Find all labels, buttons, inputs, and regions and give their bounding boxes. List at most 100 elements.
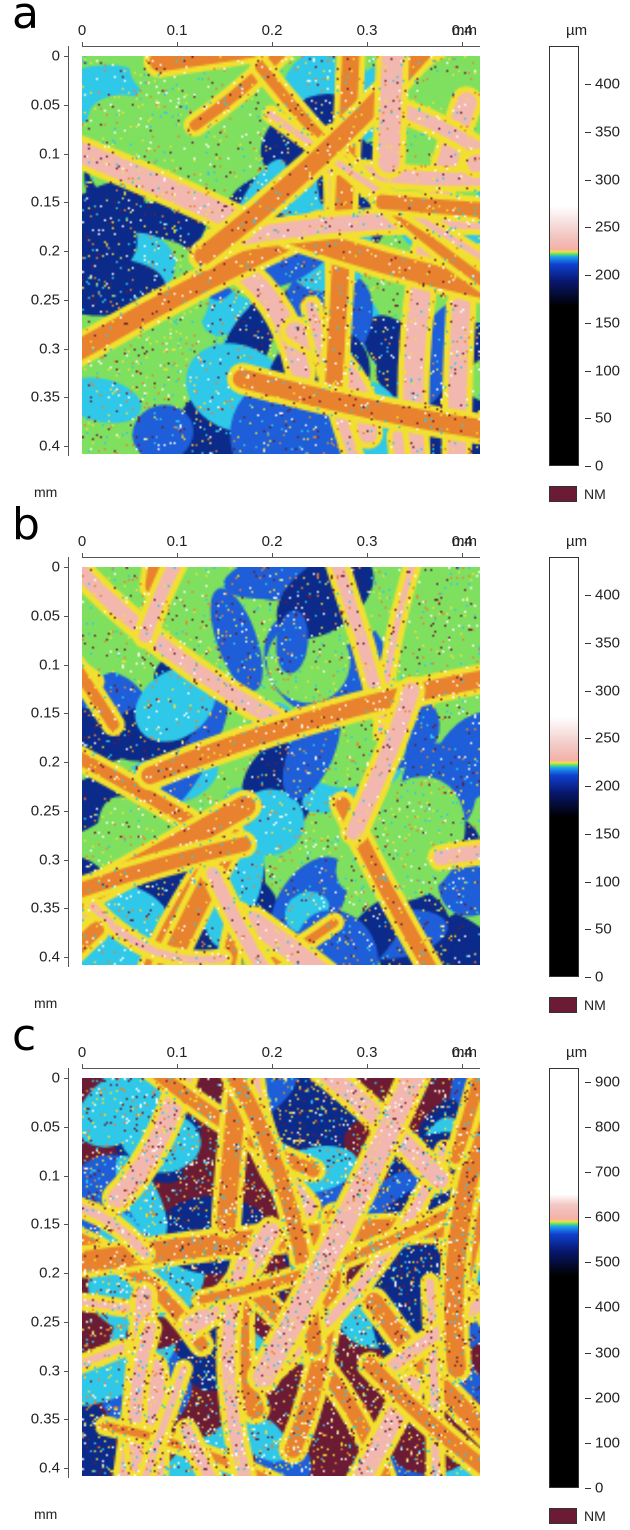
y-tick-mark <box>64 615 69 617</box>
colorbar-tick-mark <box>585 977 591 978</box>
colorbar-unit: µm <box>566 1044 588 1061</box>
colorbar-tick-label: 800 <box>595 1118 621 1136</box>
x-axis-unit: mm <box>452 533 477 550</box>
x-tick-mark <box>177 553 178 558</box>
y-axis-unit: mm <box>34 1506 58 1522</box>
x-tick-label: 0 <box>77 533 87 550</box>
y-tick-mark <box>64 1321 69 1323</box>
colorbar-tick-label: 350 <box>595 634 621 652</box>
y-tick-label: 0.1 <box>39 1167 60 1184</box>
colorbar-tick-mark <box>585 1081 591 1083</box>
nm-swatch <box>549 486 577 502</box>
colorbar-tick-label: 150 <box>595 314 621 332</box>
y-tick-mark <box>64 1224 69 1226</box>
colorbar <box>549 557 579 977</box>
colorbar-tick-mark <box>585 1171 591 1173</box>
y-tick-mark <box>64 104 69 106</box>
colorbar-tick-label: 200 <box>595 266 621 284</box>
colorbar-tick-label: 300 <box>595 682 621 700</box>
y-tick-label: 0.05 <box>30 1118 60 1136</box>
colorbar-unit: µm <box>566 533 588 550</box>
colorbar-tick-mark <box>585 786 591 788</box>
nm-swatch <box>549 1508 577 1524</box>
colorbar-tick-mark <box>585 1126 591 1128</box>
x-tick-label: 0 <box>77 1044 87 1061</box>
y-tick-mark <box>64 202 69 204</box>
x-tick-mark <box>367 42 368 47</box>
x-tick-label: 0.2 <box>261 533 283 550</box>
y-axis-unit: mm <box>34 484 58 500</box>
y-tick-mark <box>64 1175 69 1177</box>
colorbar-tick-label: 100 <box>595 1434 621 1452</box>
y-tick-label: 0 <box>51 47 60 65</box>
x-tick-mark <box>177 42 178 47</box>
x-tick-label: 0.4 <box>451 533 473 550</box>
y-tick-label: 0.3 <box>39 340 60 357</box>
x-axis <box>82 46 480 47</box>
y-tick-label: 0.35 <box>30 1410 60 1428</box>
x-tick-label: 0.3 <box>356 22 378 39</box>
colorbar <box>549 1068 579 1488</box>
height-map-image <box>82 1078 480 1476</box>
y-tick-label: 0.15 <box>30 1215 60 1233</box>
colorbar-tick-label: 400 <box>595 1298 621 1316</box>
y-tick-mark <box>64 1078 69 1079</box>
x-tick-mark <box>462 42 463 47</box>
x-tick-label: 0.3 <box>356 533 378 550</box>
x-tick-label: 0 <box>77 22 87 39</box>
height-map-panel: c mm mm µm NM 0 0.1 0.2 0.3 0.4 0 0.05 0.1 0.15 0… <box>0 1014 630 1530</box>
y-tick-mark <box>64 713 69 715</box>
x-tick-label: 0.2 <box>261 22 283 39</box>
colorbar-tick-mark <box>585 881 591 883</box>
colorbar-tick-label: 50 <box>595 920 612 938</box>
y-tick-label: 0.25 <box>30 802 60 820</box>
panel-letter: c <box>12 1010 37 1061</box>
colorbar-tick-label: 700 <box>595 1163 621 1181</box>
y-tick-mark <box>64 664 69 666</box>
panel-letter: a <box>12 0 39 39</box>
y-tick-label: 0.15 <box>30 704 60 722</box>
colorbar-tick-mark <box>585 131 591 133</box>
colorbar-tick-label: 100 <box>595 873 621 891</box>
x-tick-label: 0.2 <box>261 1044 283 1061</box>
colorbar-tick-mark <box>585 322 591 324</box>
colorbar-tick-mark <box>585 1488 591 1489</box>
y-tick-mark <box>64 1419 69 1421</box>
x-tick-mark <box>82 553 83 558</box>
colorbar-tick-label: 600 <box>595 1208 621 1226</box>
colorbar-tick-mark <box>585 833 591 835</box>
colorbar-tick-mark <box>585 179 591 181</box>
colorbar-tick-label: 900 <box>595 1073 621 1091</box>
x-axis <box>82 1068 480 1069</box>
y-tick-label: 0.05 <box>30 96 60 114</box>
y-tick-label: 0 <box>51 558 60 576</box>
y-tick-label: 0.2 <box>39 1264 60 1282</box>
x-tick-mark <box>272 1064 273 1069</box>
y-tick-label: 0.3 <box>39 851 60 868</box>
y-tick-mark <box>64 299 69 301</box>
y-axis-unit: mm <box>34 995 58 1011</box>
colorbar-tick-mark <box>585 84 591 86</box>
colorbar-tick-label: 300 <box>595 171 621 189</box>
nm-swatch <box>549 997 577 1013</box>
height-map-panel: a mm mm µm NM 0 0.1 0.2 0.3 0.4 0 0.05 0.1 0.15 0… <box>0 0 630 508</box>
y-tick-label: 0.25 <box>30 291 60 309</box>
nm-label: NM <box>584 486 606 502</box>
colorbar-tick-label: 300 <box>595 1344 621 1362</box>
panel-letter: b <box>12 499 40 550</box>
y-tick-label: 0.35 <box>30 899 60 917</box>
colorbar-tick-label: 350 <box>595 123 621 141</box>
colorbar-tick-label: 250 <box>595 729 621 747</box>
colorbar-tick-label: 400 <box>595 75 621 93</box>
y-tick-mark <box>64 56 69 57</box>
colorbar-tick-label: 200 <box>595 777 621 795</box>
y-tick-mark <box>64 1468 69 1469</box>
y-tick-mark <box>64 957 69 958</box>
colorbar-tick-mark <box>585 642 591 644</box>
y-tick-label: 0.05 <box>30 607 60 625</box>
x-axis-unit: mm <box>452 1044 477 1061</box>
colorbar-tick-label: 150 <box>595 825 621 843</box>
colorbar-tick-mark <box>585 1397 591 1399</box>
colorbar-tick-mark <box>585 227 591 229</box>
colorbar-tick-mark <box>585 595 591 597</box>
